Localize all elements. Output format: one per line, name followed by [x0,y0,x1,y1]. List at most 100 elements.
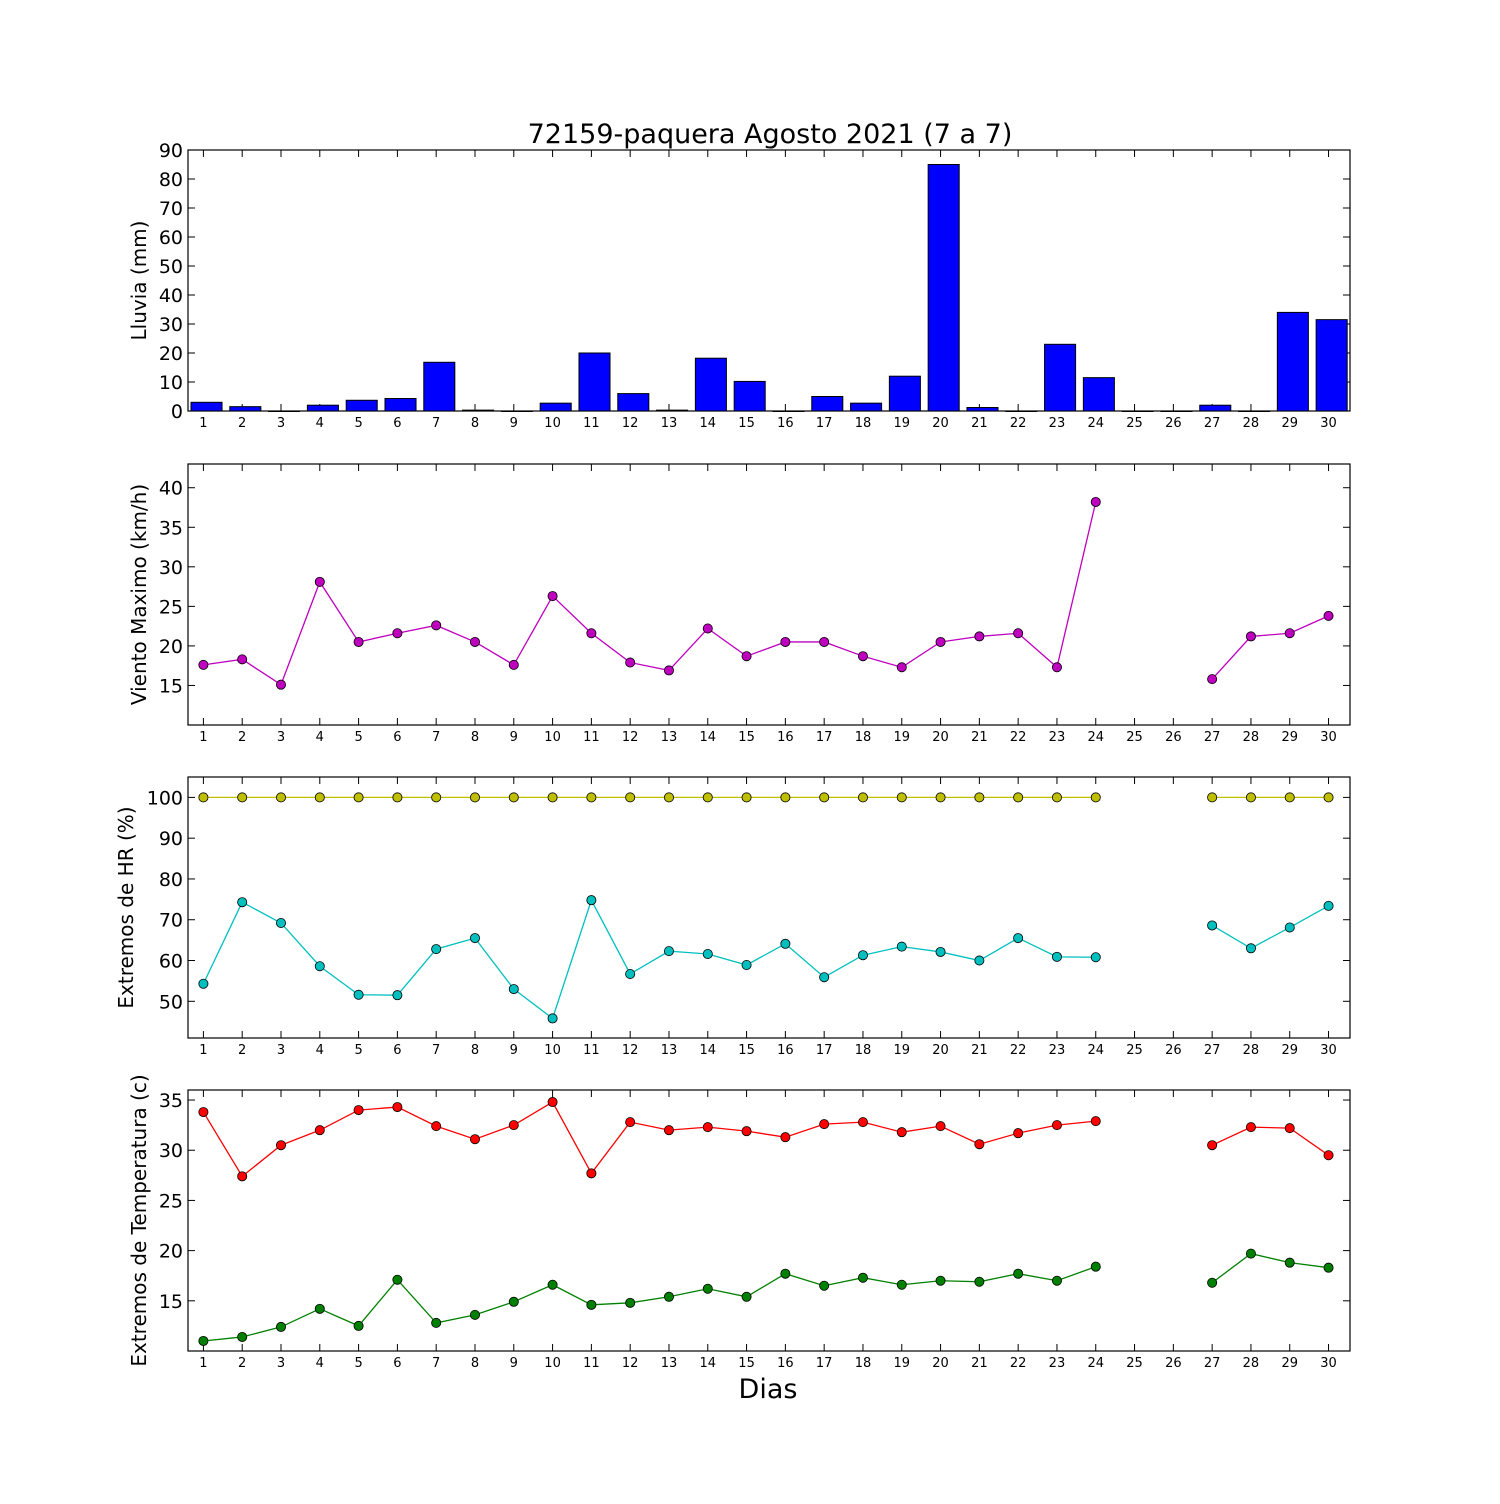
data-point [896,1279,907,1290]
x-tick-label: 18 [855,730,872,745]
y-tick-label: 25 [159,596,183,618]
x-tick-label: 24 [1087,416,1104,431]
x-tick-label: 28 [1243,730,1260,745]
data-point [508,1296,519,1307]
data-point [1284,792,1295,803]
x-tick-label: 23 [1049,730,1066,745]
y-tick-label: 20 [159,636,183,658]
x-tick-label: 21 [971,416,988,431]
data-point [1013,628,1024,639]
data-point [1207,1140,1218,1151]
y-tick-label: 20 [159,343,183,365]
x-tick-label: 18 [855,1043,872,1058]
y-tick-label: 50 [159,256,183,278]
data-point [1090,496,1101,507]
bar [1044,343,1077,412]
y-tick-label: 80 [159,169,183,191]
y-tick-label: 25 [159,1190,183,1212]
data-point [625,1297,636,1308]
bar [306,404,339,412]
data-point [663,1125,674,1136]
data-point [547,591,558,602]
data-point [780,792,791,803]
bar [345,399,378,412]
data-point [935,636,946,647]
x-tick-label: 2 [238,730,246,745]
bar [1315,319,1348,412]
data-point [857,950,868,961]
x-tick-label: 2 [238,1043,246,1058]
plot-frame-3 [187,1089,1351,1352]
x-tick-label: 4 [316,416,324,431]
data-point [1323,1150,1334,1161]
x-tick-label: 3 [277,730,285,745]
data-point [431,620,442,631]
bar [850,402,883,412]
x-tick-label: 16 [777,416,794,431]
series-line [203,501,1097,686]
x-tick-label: 20 [932,730,949,745]
x-tick-label: 25 [1126,416,1143,431]
x-tick-label: 6 [393,416,401,431]
data-point [935,1275,946,1286]
bar [1005,410,1038,412]
plot-frame-1 [187,463,1351,726]
data-point [353,1105,364,1116]
x-tick-label: 4 [316,730,324,745]
data-point [896,792,907,803]
data-point [198,659,209,670]
data-point [1284,922,1295,933]
chart-title: 72159-paquera Agosto 2021 (7 a 7) [528,119,1013,150]
data-point [819,1280,830,1291]
x-axis-label: Dias [739,1374,798,1405]
data-point [469,1134,480,1145]
data-point [275,792,286,803]
data-point [857,1117,868,1128]
x-tick-label: 14 [699,416,716,431]
y-axis-label: Viento Maximo (km/h) [127,484,151,705]
x-tick-label: 16 [777,1043,794,1058]
data-point [237,897,248,908]
data-point [819,792,830,803]
x-tick-label: 8 [471,730,479,745]
x-tick-label: 12 [622,1043,639,1058]
x-tick-label: 15 [738,1356,755,1371]
y-tick-label: 60 [159,951,183,973]
bar [966,407,999,412]
data-point [469,933,480,944]
data-point [508,659,519,670]
data-point [314,1303,325,1314]
x-tick-label: 13 [661,730,678,745]
x-tick-label: 29 [1281,1356,1298,1371]
data-point [974,631,985,642]
data-point [508,1120,519,1131]
bar [656,409,689,412]
y-tick-label: 15 [159,675,183,697]
y-tick-label: 35 [159,517,183,539]
x-tick-label: 13 [661,1356,678,1371]
data-point [896,941,907,952]
data-point [431,1317,442,1328]
x-tick-label: 11 [583,416,600,431]
y-tick-label: 30 [159,557,183,579]
x-tick-label: 14 [699,730,716,745]
x-tick-label: 8 [471,416,479,431]
x-tick-label: 9 [510,730,518,745]
bar [1199,404,1232,412]
data-point [198,978,209,989]
x-tick-label: 10 [544,1043,561,1058]
data-point [702,623,713,634]
x-tick-label: 10 [544,416,561,431]
x-tick-label: 7 [432,730,440,745]
data-point [1051,662,1062,673]
x-tick-label: 25 [1126,1043,1143,1058]
data-point [819,636,830,647]
data-point [1090,1261,1101,1272]
x-tick-label: 29 [1281,416,1298,431]
data-point [275,917,286,928]
bar [539,402,572,412]
bar [772,410,805,412]
data-point [586,895,597,906]
